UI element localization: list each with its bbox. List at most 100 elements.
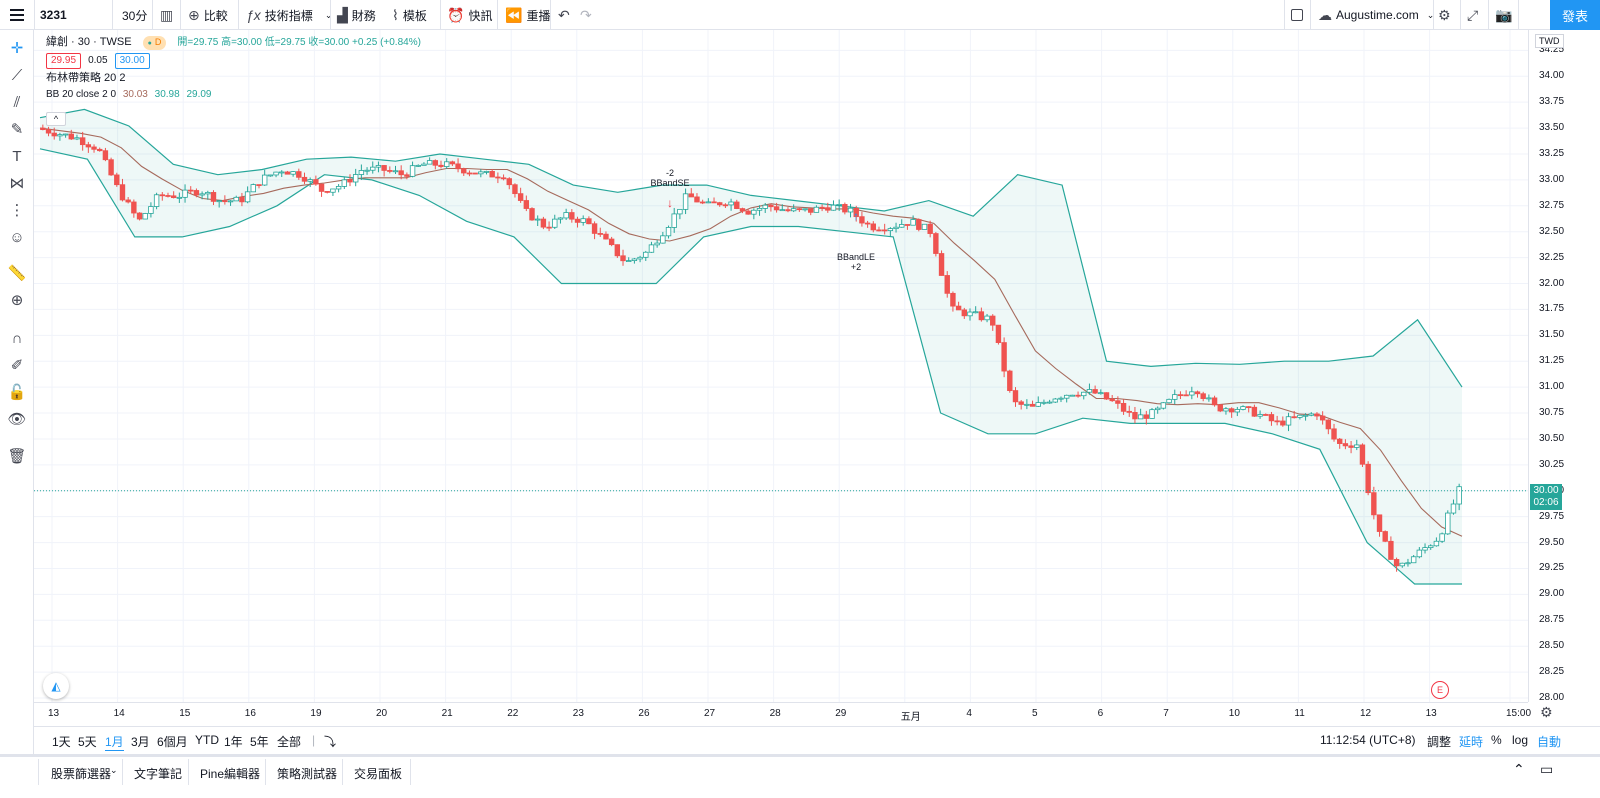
compare-button[interactable]: ⊕ 比較 (188, 6, 228, 23)
chart-type-button[interactable]: ▥ (160, 0, 173, 30)
tab-trading-panel[interactable]: 交易面板 (354, 767, 403, 781)
replay-button[interactable]: ⏪ 重播 (505, 6, 551, 23)
candle-body (756, 208, 763, 211)
time-tick-label: 13 (1425, 708, 1437, 719)
settings-button[interactable]: ⚙ (1438, 0, 1451, 30)
currency-label[interactable]: TWD (1535, 34, 1564, 48)
tab-stock-screener[interactable]: 股票篩選器 (51, 767, 112, 781)
chevron-up-icon[interactable]: ⌃ (1513, 761, 1525, 777)
candle-body (1291, 416, 1297, 419)
tab-pine-editor[interactable]: Pine編輯器 (200, 767, 261, 781)
extended-hours-toggle[interactable]: 延時 (1459, 735, 1484, 749)
bb-lower-value: 29.09 (186, 89, 212, 100)
maximize-panel-icon[interactable]: ▭ (1540, 761, 1554, 777)
bb-legend[interactable]: BB 20 close 2 0 30.03 30.98 29.09 (46, 87, 421, 102)
range-3m[interactable]: 3月 (131, 735, 150, 749)
price-axis[interactable]: 34.25 34.00 33.75 33.50 33.25 33.00 32.75 32.50… (1528, 30, 1600, 703)
zoom-in-icon[interactable]: ⊕ (10, 292, 24, 309)
range-5d[interactable]: 5天 (78, 735, 97, 749)
lock-drawings-icon[interactable]: ✐ (10, 357, 24, 374)
eye-icon[interactable]: 👁 (7, 411, 27, 428)
redo-button[interactable]: ↷ (580, 0, 592, 30)
fullscreen-select-button[interactable] (1291, 0, 1303, 30)
interval-button[interactable]: 30分 (122, 8, 148, 23)
alerts-button[interactable]: ⏰ 快訊 (447, 6, 493, 23)
candle-body (324, 191, 330, 193)
strategy-legend[interactable]: 布林帶策略 20 2 (46, 72, 126, 84)
bb-basis-value: 30.03 (122, 89, 148, 100)
candle-body (517, 193, 524, 201)
cloud-icon: ☁ (1318, 6, 1332, 23)
prediction-tool-icon[interactable]: ⋮ (9, 202, 25, 219)
time-axis[interactable]: 13 14 15 16 19 20 21 22 23 26 27 28 29 五月 4 5 6 7 10 11 12 13… (34, 702, 1531, 724)
tab-text-notes[interactable]: 文字筆記 (134, 767, 183, 781)
price-tick-label: 30.25 (1539, 458, 1565, 470)
ruler-icon[interactable]: 📏 (7, 265, 27, 282)
candle-body (307, 179, 313, 182)
candle-body (1018, 401, 1024, 405)
menu-icon[interactable] (0, 0, 34, 30)
candle-body (455, 163, 461, 170)
percent-toggle[interactable]: % (1491, 733, 1502, 747)
range-all[interactable]: 全部 (277, 735, 302, 749)
range-5y[interactable]: 5年 (250, 735, 269, 749)
tab-strategy-tester[interactable]: 策略測試器 (277, 767, 338, 781)
fib-tool-icon[interactable]: ⫽ (13, 93, 21, 111)
log-toggle[interactable]: log (1512, 733, 1529, 747)
publish-button[interactable]: 發表 (1550, 0, 1600, 30)
bid-price[interactable]: 29.95 (46, 53, 82, 69)
brush-icon[interactable]: ✎ (10, 121, 24, 138)
range-6m[interactable]: 6個月 (157, 735, 188, 749)
lock-icon[interactable]: 🔓 (7, 384, 27, 401)
price-tick-label: 31.50 (1539, 329, 1565, 341)
undo-button[interactable]: ↶ (558, 0, 570, 30)
candle-body (1024, 403, 1030, 406)
candle-body (614, 244, 621, 257)
candle-body (557, 217, 564, 220)
series-title[interactable]: 緯創 · 30 · TWSE (46, 36, 132, 48)
trend-line-icon[interactable]: ⟋ (11, 66, 23, 84)
trash-icon[interactable]: 🗑 (7, 448, 27, 465)
range-1d[interactable]: 1天 (52, 735, 71, 749)
fullscreen-button[interactable]: ⤢ (1467, 0, 1478, 30)
candle-body (825, 207, 831, 211)
financials-button[interactable]: ▟ 財務 (337, 6, 376, 23)
adjust-toggle[interactable]: 調整 (1427, 735, 1452, 749)
candle-body (148, 206, 154, 214)
candle-body (1211, 397, 1218, 406)
undo-icon: ↶ (558, 6, 570, 23)
price-chart[interactable]: -2 BBandSE ↓ ↑ BBandLE +2 (34, 30, 1528, 702)
symbol-search[interactable]: 3231 (40, 8, 67, 22)
chevron-down-icon[interactable]: ⌄ (110, 765, 118, 775)
clock-time[interactable]: 11:12:54 (UTC+8) (1320, 733, 1416, 747)
snapshot-button[interactable]: 📷 (1495, 0, 1512, 30)
candle-body (1354, 444, 1360, 448)
ask-price[interactable]: 30.00 (114, 53, 150, 69)
templates-button[interactable]: ⌇ 模板 (392, 6, 427, 23)
earnings-event-badge[interactable]: E (1431, 681, 1449, 699)
goto-date-icon[interactable]: ⤵ (324, 735, 337, 749)
gear-icon[interactable]: ⚙ (1540, 704, 1553, 720)
legend-collapse-button[interactable]: ^ (46, 112, 66, 126)
candle-body (552, 218, 558, 228)
range-ytd[interactable]: YTD (195, 733, 219, 747)
range-1m[interactable]: 1月 (105, 735, 124, 751)
candle-body (261, 174, 268, 186)
price-tick-label: 34.00 (1539, 70, 1565, 82)
crosshair-icon[interactable]: ✛ (10, 40, 24, 57)
layout-menu-button[interactable]: ☁ Augustime.com ⌄ (1318, 6, 1435, 23)
range-1y[interactable]: 1年 (224, 735, 243, 749)
indicators-button[interactable]: ƒx 技術指標 ⌄ (246, 7, 333, 23)
candle-body (955, 305, 962, 311)
auto-scale-toggle[interactable]: 自動 (1537, 735, 1562, 749)
pattern-tool-icon[interactable]: ⋈ (9, 175, 25, 192)
chevron-down-icon: ⌄ (324, 9, 333, 20)
emoji-icon[interactable]: ☺ (9, 228, 25, 246)
candle-body (1109, 398, 1115, 402)
magnet-icon[interactable]: ∩ (11, 329, 23, 347)
tradingview-logo-icon[interactable]: ◭ (43, 673, 69, 699)
text-tool-icon[interactable]: T (12, 147, 22, 165)
candle-body (864, 222, 871, 225)
candle-body (728, 201, 734, 206)
candle-body (330, 188, 336, 193)
